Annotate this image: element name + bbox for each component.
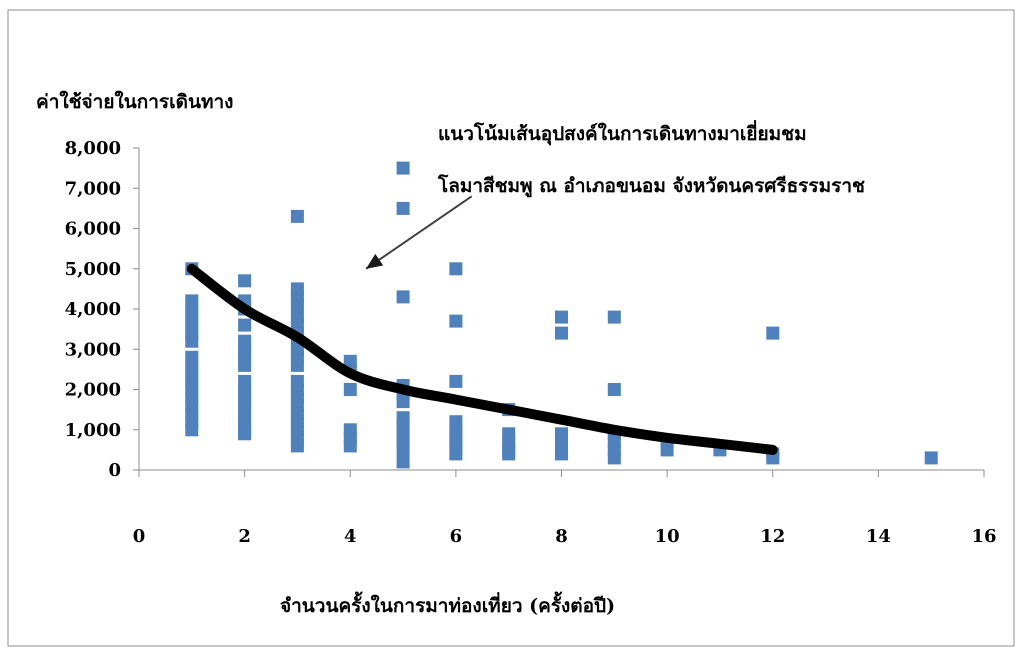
data-point <box>925 451 938 464</box>
x-tick-label: 4 <box>344 526 357 547</box>
x-tick-label: 10 <box>655 526 680 547</box>
annotation-line-2: โลมาสีชมพู ณ อำเภอขนอม จังหวัดนครศรีธรรม… <box>437 174 865 198</box>
data-point <box>608 311 621 324</box>
data-point <box>397 290 410 303</box>
data-point <box>608 383 621 396</box>
data-point <box>397 162 410 175</box>
x-tick-label: 0 <box>133 526 146 547</box>
y-tick-label: 0 <box>108 460 121 481</box>
data-point <box>449 315 462 328</box>
data-point <box>608 451 621 464</box>
y-axis-title: ค่าใช้จ่ายในการเดินทาง <box>36 90 233 113</box>
data-point <box>661 443 674 456</box>
data-point <box>397 202 410 215</box>
y-tick-label: 4,000 <box>65 299 121 320</box>
y-tick-label: 6,000 <box>65 219 121 240</box>
data-point <box>291 299 304 312</box>
y-tick-label: 1,000 <box>65 420 121 441</box>
y-tick-label: 2,000 <box>65 380 121 401</box>
data-point <box>449 262 462 275</box>
data-point <box>344 439 357 452</box>
y-tick-label: 7,000 <box>65 178 121 199</box>
x-tick-label: 8 <box>555 526 568 547</box>
data-point <box>766 327 779 340</box>
data-point <box>449 375 462 388</box>
x-tick-label: 2 <box>238 526 251 547</box>
data-point <box>238 319 251 332</box>
data-point <box>291 359 304 372</box>
data-point <box>291 210 304 223</box>
data-point <box>238 427 251 440</box>
y-tick-label: 3,000 <box>65 339 121 360</box>
data-point <box>502 447 515 460</box>
data-point <box>344 383 357 396</box>
annotation-line-1: แนวโน้มเส้นอุปสงค์ในการเดินทางมาเยี่ยมชม <box>438 120 807 146</box>
x-tick-label: 16 <box>971 526 996 547</box>
data-point <box>555 311 568 324</box>
data-point <box>238 359 251 372</box>
data-point <box>397 455 410 468</box>
data-point <box>449 447 462 460</box>
x-tick-label: 6 <box>450 526 463 547</box>
data-point <box>185 335 198 348</box>
data-point <box>397 395 410 408</box>
data-point <box>291 439 304 452</box>
x-tick-label: 12 <box>760 526 785 547</box>
data-point <box>555 447 568 460</box>
data-point <box>397 443 410 456</box>
x-axis-title: จำนวนครั้งในการมาท่องเที่ยว (ครั้งต่อปี) <box>280 591 615 617</box>
data-point <box>238 274 251 287</box>
y-tick-label: 5,000 <box>65 259 121 280</box>
data-point <box>555 327 568 340</box>
x-tick-label: 14 <box>866 526 891 547</box>
y-tick-label: 8,000 <box>65 138 121 159</box>
data-point <box>185 423 198 436</box>
